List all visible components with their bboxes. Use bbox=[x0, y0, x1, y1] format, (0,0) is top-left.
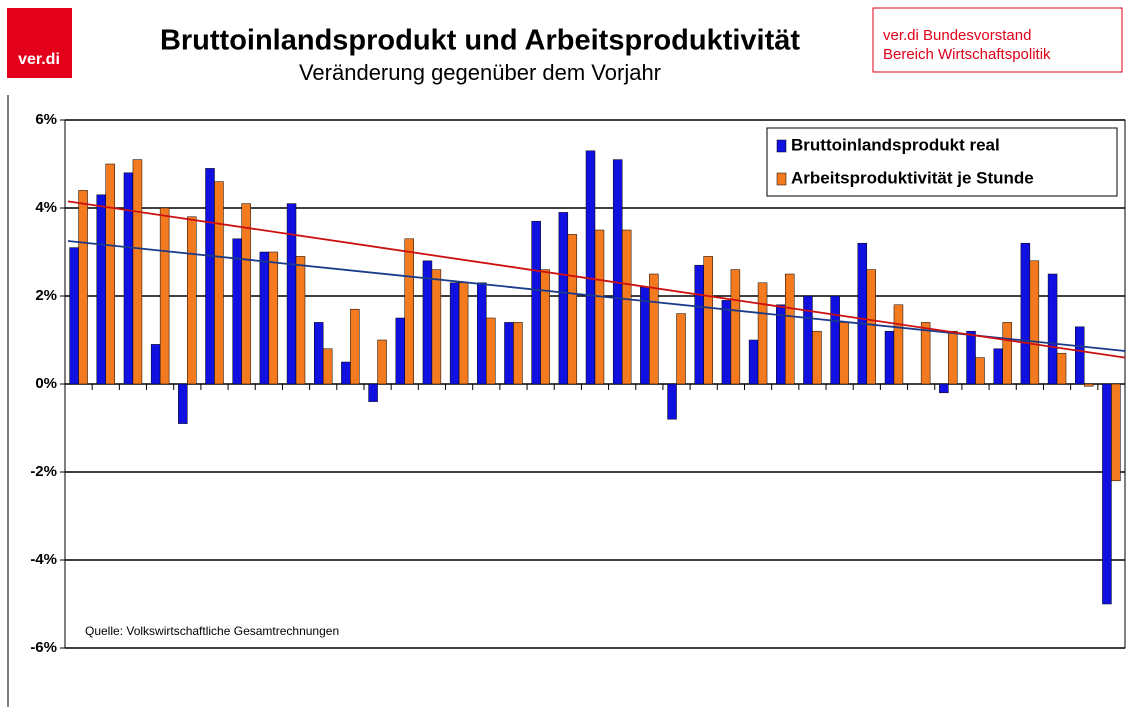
bar bbox=[1020, 242, 1031, 385]
bar bbox=[268, 251, 279, 385]
y-tick-label: -6% bbox=[30, 639, 57, 656]
subtitle: Veränderung gegenüber dem Vorjahr bbox=[299, 60, 661, 85]
bar bbox=[1056, 352, 1067, 385]
bar bbox=[350, 308, 360, 385]
bar bbox=[259, 251, 270, 385]
bar bbox=[1002, 322, 1012, 385]
bar bbox=[785, 273, 795, 385]
bar bbox=[920, 322, 931, 385]
bar bbox=[803, 295, 813, 385]
bar bbox=[232, 238, 242, 385]
bar bbox=[1075, 326, 1085, 385]
bar bbox=[730, 269, 741, 385]
bar bbox=[477, 282, 487, 385]
source-note: Quelle: Volkswirtschaftliche Gesamtrechn… bbox=[85, 624, 339, 638]
bar bbox=[513, 322, 523, 385]
bar bbox=[341, 361, 351, 385]
legend-swatch bbox=[776, 172, 787, 186]
bar bbox=[540, 269, 550, 385]
bar bbox=[839, 322, 849, 385]
bar bbox=[313, 322, 324, 385]
bar bbox=[975, 357, 985, 385]
bar bbox=[721, 300, 732, 385]
logo-text: ver.di bbox=[18, 51, 60, 68]
bar bbox=[322, 348, 333, 385]
legend-swatch bbox=[776, 139, 787, 153]
bar bbox=[431, 269, 442, 385]
bar bbox=[567, 234, 578, 385]
bar bbox=[241, 203, 251, 385]
bar bbox=[69, 247, 79, 385]
bar bbox=[368, 383, 378, 402]
bar bbox=[812, 330, 822, 385]
bar bbox=[893, 304, 904, 385]
bar bbox=[132, 159, 143, 385]
bar bbox=[585, 150, 596, 385]
bar bbox=[286, 203, 297, 385]
trend-line bbox=[67, 240, 1126, 352]
trend-line bbox=[67, 200, 1126, 359]
bar bbox=[187, 216, 197, 385]
bar bbox=[830, 295, 840, 385]
bar bbox=[295, 256, 306, 385]
bar bbox=[1029, 260, 1040, 385]
bar bbox=[150, 344, 161, 385]
bar bbox=[1047, 273, 1058, 385]
bar bbox=[776, 304, 786, 385]
bar bbox=[123, 172, 134, 385]
bar bbox=[78, 190, 88, 385]
bar bbox=[993, 348, 1003, 385]
bar bbox=[748, 339, 759, 385]
bar bbox=[703, 256, 713, 385]
bar bbox=[1102, 383, 1112, 605]
bar bbox=[1111, 383, 1121, 482]
y-tick-label: 4% bbox=[35, 199, 57, 216]
bar bbox=[395, 317, 405, 385]
bar bbox=[649, 273, 659, 385]
bar bbox=[694, 264, 704, 385]
bar bbox=[1083, 383, 1094, 387]
legend-box bbox=[766, 127, 1118, 197]
org-box bbox=[872, 7, 1123, 73]
y-tick-label: -4% bbox=[30, 551, 57, 568]
bar bbox=[404, 238, 414, 385]
bar bbox=[884, 330, 895, 385]
bar bbox=[966, 330, 976, 385]
bar bbox=[449, 282, 460, 385]
y-tick-label: -2% bbox=[30, 463, 57, 480]
org-line: Bereich Wirtschaftspolitik bbox=[883, 46, 1051, 63]
bar bbox=[377, 339, 387, 385]
org-line: ver.di Bundesvorstand bbox=[883, 27, 1031, 44]
bar bbox=[458, 282, 469, 385]
bar bbox=[594, 229, 605, 385]
bar bbox=[667, 383, 677, 420]
bar bbox=[676, 313, 686, 385]
bar bbox=[205, 168, 215, 385]
bar bbox=[178, 383, 188, 424]
y-tick-label: 0% bbox=[35, 375, 57, 392]
title: Bruttoinlandsprodukt und Arbeitsprodukti… bbox=[160, 25, 800, 57]
legend-label: Arbeitsproduktivität je Stunde bbox=[791, 168, 1034, 187]
bar bbox=[757, 282, 768, 385]
bar bbox=[939, 383, 949, 394]
bar bbox=[159, 207, 170, 385]
y-tick-label: 2% bbox=[35, 287, 57, 304]
y-tick-label: 6% bbox=[35, 111, 57, 128]
legend-label: Bruttoinlandsprodukt real bbox=[791, 135, 1000, 154]
bar bbox=[612, 159, 623, 385]
bar bbox=[486, 317, 496, 385]
bar bbox=[214, 181, 224, 385]
bar bbox=[105, 163, 115, 385]
bar bbox=[948, 330, 958, 385]
bar bbox=[504, 322, 514, 385]
bar bbox=[857, 242, 868, 385]
bar bbox=[558, 212, 569, 385]
logo-box bbox=[7, 8, 72, 78]
bar bbox=[621, 229, 632, 385]
bar bbox=[531, 220, 541, 385]
bar bbox=[866, 269, 877, 385]
bar bbox=[96, 194, 107, 385]
